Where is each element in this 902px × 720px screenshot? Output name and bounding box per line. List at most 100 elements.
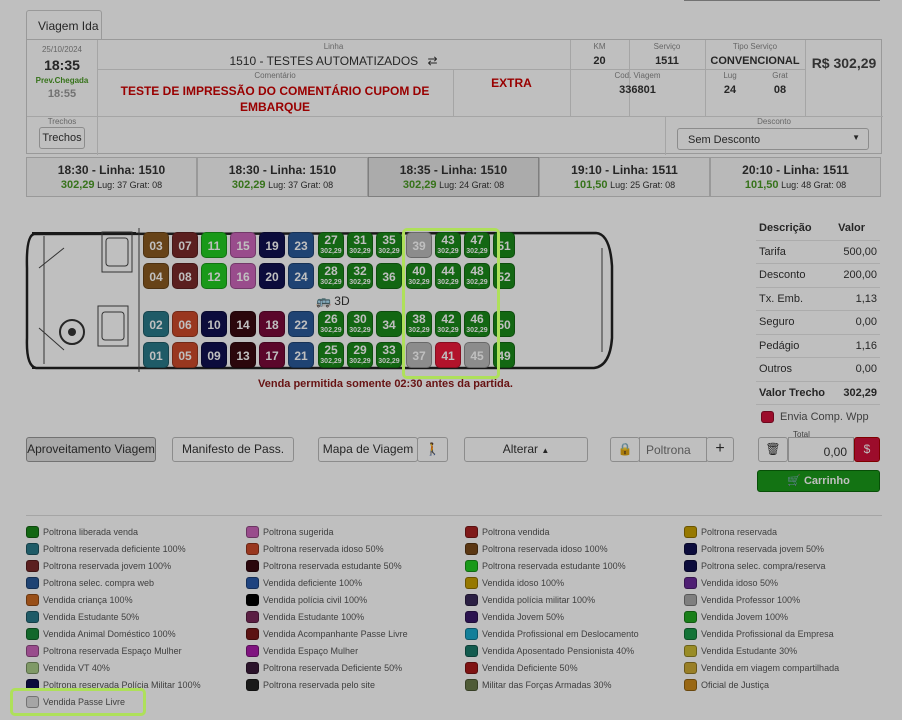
seat-27[interactable]: 27 302,29 bbox=[318, 232, 344, 258]
seat-24[interactable]: 24 bbox=[288, 263, 314, 289]
legend-item: Poltrona liberada venda bbox=[26, 526, 138, 538]
seat-swatch-icon bbox=[26, 645, 39, 657]
trip-option[interactable]: 19:10 - Linha: 1511 101,50 Lug: 25 Grat: … bbox=[539, 157, 710, 197]
dollar-button[interactable]: $ bbox=[854, 437, 880, 462]
seat-15[interactable]: 15 bbox=[230, 232, 256, 258]
seat-34[interactable]: 34 bbox=[376, 311, 402, 337]
seat-38[interactable]: 38 302,29 bbox=[406, 311, 432, 337]
poltrona-input[interactable] bbox=[639, 437, 707, 462]
seat-45[interactable]: 45 bbox=[464, 342, 490, 368]
legend-divider bbox=[26, 515, 882, 516]
mapa-viagem-button[interactable]: Mapa de Viagem bbox=[318, 437, 418, 462]
trip-option[interactable]: 18:30 - Linha: 1510 302,29 Lug: 37 Grat: … bbox=[26, 157, 197, 197]
seat-48[interactable]: 48 302,29 bbox=[464, 263, 490, 289]
aproveitamento-button[interactable]: Aproveitamento Viagem bbox=[26, 437, 156, 462]
seat-05[interactable]: 05 bbox=[172, 342, 198, 368]
seat-30[interactable]: 30 302,29 bbox=[347, 311, 373, 337]
seat-23[interactable]: 23 bbox=[288, 232, 314, 258]
legend-item: Poltrona selec. compra web bbox=[26, 577, 154, 589]
seat-46[interactable]: 46 302,29 bbox=[464, 311, 490, 337]
trechos-button[interactable]: Trechos bbox=[39, 127, 85, 149]
seat-01[interactable]: 01 bbox=[143, 342, 169, 368]
seat-20[interactable]: 20 bbox=[259, 263, 285, 289]
seat-29[interactable]: 29 302,29 bbox=[347, 342, 373, 368]
seat-swatch-icon bbox=[246, 662, 259, 674]
lug-value: 24 bbox=[723, 84, 737, 96]
seat-swatch-icon bbox=[684, 526, 697, 538]
seat-swatch-icon bbox=[684, 543, 697, 555]
seat-11[interactable]: 11 bbox=[201, 232, 227, 258]
trash-icon[interactable]: 🗑 bbox=[758, 437, 788, 462]
add-icon[interactable]: + bbox=[706, 437, 734, 462]
lock-icon[interactable]: 🔒 bbox=[610, 437, 640, 462]
seat-09[interactable]: 09 bbox=[201, 342, 227, 368]
seat-21[interactable]: 21 bbox=[288, 342, 314, 368]
legend-item: Vendida Estudante 50% bbox=[26, 611, 139, 623]
seat-swatch-icon bbox=[465, 594, 478, 606]
seat-06[interactable]: 06 bbox=[172, 311, 198, 337]
seat-03[interactable]: 03 bbox=[143, 232, 169, 258]
tab-viagem-ida[interactable]: Viagem Ida bbox=[26, 10, 102, 40]
seat-26[interactable]: 26 302,29 bbox=[318, 311, 344, 337]
summary-header-value: Valor bbox=[838, 222, 865, 235]
seat-37[interactable]: 37 bbox=[406, 342, 432, 368]
seat-42[interactable]: 42 302,29 bbox=[435, 311, 461, 337]
legend-item: Vendida polícia civil 100% bbox=[246, 594, 367, 606]
seat-22[interactable]: 22 bbox=[288, 311, 314, 337]
legend-item: Vendida criança 100% bbox=[26, 594, 133, 606]
seat-08[interactable]: 08 bbox=[172, 263, 198, 289]
seat-39[interactable]: 39 bbox=[406, 232, 432, 258]
seat-02[interactable]: 02 bbox=[143, 311, 169, 337]
trip-option[interactable]: 20:10 - Linha: 1511 101,50 Lug: 48 Grat: … bbox=[710, 157, 881, 197]
seat-swatch-icon bbox=[246, 645, 259, 657]
seat-10[interactable]: 10 bbox=[201, 311, 227, 337]
wpp-checkbox[interactable]: Envia Comp. Wpp bbox=[761, 411, 869, 423]
seat-12[interactable]: 12 bbox=[201, 263, 227, 289]
seat-swatch-icon bbox=[26, 696, 39, 708]
seat-swatch-icon bbox=[26, 526, 39, 538]
legend-item: Poltrona reservada Deficiente 50% bbox=[246, 662, 402, 674]
legend-item: Vendida Profissional da Empresa bbox=[684, 628, 834, 640]
manifesto-button[interactable]: Manifesto de Pass. bbox=[172, 437, 294, 462]
linha-label: Linha bbox=[323, 42, 344, 51]
seat-18[interactable]: 18 bbox=[259, 311, 285, 337]
seat-17[interactable]: 17 bbox=[259, 342, 285, 368]
seat-47[interactable]: 47 302,29 bbox=[464, 232, 490, 258]
bus-3d-toggle[interactable]: 🚌 3D bbox=[316, 294, 350, 308]
walk-icon[interactable]: 🚶 bbox=[417, 437, 448, 462]
seat-16[interactable]: 16 bbox=[230, 263, 256, 289]
seat-14[interactable]: 14 bbox=[230, 311, 256, 337]
comentario-value: TESTE DE IMPRESSÃO DO COMENTÁRIO CUPOM D… bbox=[120, 84, 430, 114]
seat-40[interactable]: 40 302,29 bbox=[406, 263, 432, 289]
seat-31[interactable]: 31 302,29 bbox=[347, 232, 373, 258]
seat-28[interactable]: 28 302,29 bbox=[318, 263, 344, 289]
seat-43[interactable]: 43 302,29 bbox=[435, 232, 461, 258]
seat-swatch-icon bbox=[465, 577, 478, 589]
seat-32[interactable]: 32 302,29 bbox=[347, 263, 373, 289]
seat-41[interactable]: 41 bbox=[435, 342, 461, 368]
extra-badge: EXTRA bbox=[491, 76, 532, 90]
seat-04[interactable]: 04 bbox=[143, 263, 169, 289]
seat-07[interactable]: 07 bbox=[172, 232, 198, 258]
linha-value: 1510 - TESTES AUTOMATIZADOS ⇄ bbox=[229, 54, 438, 68]
seat-33[interactable]: 33 302,29 bbox=[376, 342, 402, 368]
valor-trecho-label: Valor Trecho bbox=[759, 386, 826, 399]
desconto-select[interactable]: Sem Desconto ▼ bbox=[677, 128, 869, 150]
swap-icon[interactable]: ⇄ bbox=[427, 54, 438, 68]
legend-item: Vendida Acompanhante Passe Livre bbox=[246, 628, 408, 640]
carrinho-button[interactable]: 🛒 Carrinho bbox=[757, 470, 880, 492]
seat-13[interactable]: 13 bbox=[230, 342, 256, 368]
alterar-button[interactable]: Alterar ▲ bbox=[464, 437, 588, 462]
seat-swatch-icon bbox=[246, 543, 259, 555]
legend-item: Vendida VT 40% bbox=[26, 662, 110, 674]
tipo-servico-value: CONVENCIONAL bbox=[710, 55, 800, 67]
legend-item: Vendida Estudante 100% bbox=[246, 611, 364, 623]
seat-35[interactable]: 35 302,29 bbox=[376, 232, 402, 258]
legend-item: Vendida deficiente 100% bbox=[246, 577, 362, 589]
seat-25[interactable]: 25 302,29 bbox=[318, 342, 344, 368]
seat-44[interactable]: 44 302,29 bbox=[435, 263, 461, 289]
seat-19[interactable]: 19 bbox=[259, 232, 285, 258]
trip-option[interactable]: 18:35 - Linha: 1510 302,29 Lug: 24 Grat: … bbox=[368, 157, 539, 197]
seat-36[interactable]: 36 bbox=[376, 263, 402, 289]
trip-option[interactable]: 18:30 - Linha: 1510 302,29 Lug: 37 Grat: … bbox=[197, 157, 368, 197]
